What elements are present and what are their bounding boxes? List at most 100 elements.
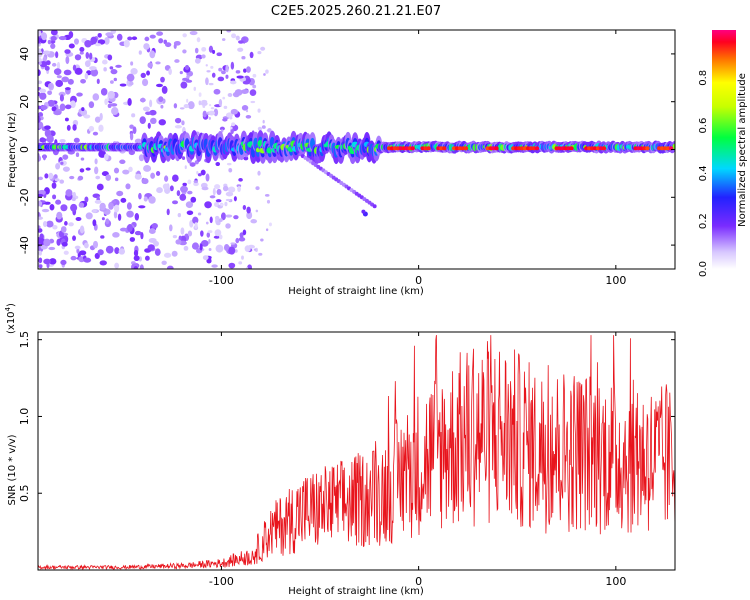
heatmap-cell <box>143 196 148 202</box>
heatmap-cell <box>108 201 114 210</box>
heatmap-cell <box>199 243 203 251</box>
colorbar-tick-label: 0.8 <box>698 70 709 86</box>
heatmap-cell <box>72 235 76 241</box>
heatmap-cell <box>38 112 44 118</box>
heatmap-cell <box>143 165 152 172</box>
heatmap-cell <box>59 179 65 184</box>
heatmap-cell <box>173 103 178 109</box>
heatmap-cell <box>70 100 76 109</box>
heatmap-cell <box>59 94 64 102</box>
heatmap-cell <box>132 126 137 135</box>
heatmap-cell <box>38 264 43 269</box>
heatmap-cell <box>99 260 107 266</box>
heatmap-cell <box>187 230 193 237</box>
heatmap-cell <box>96 78 100 85</box>
snr-series-line <box>38 335 675 570</box>
heatmap-cell <box>97 249 104 256</box>
heatmap-cell <box>38 48 42 52</box>
heatmap-cell <box>104 153 109 161</box>
heatmap-cell <box>242 80 250 85</box>
heatmap-cell <box>233 196 237 202</box>
heatmap-cell <box>134 230 142 236</box>
heatmap-cell <box>85 51 90 59</box>
heatmap-cell <box>205 64 208 67</box>
spectrogram-y-tick-label: -40 <box>18 236 31 254</box>
heatmap-cell <box>79 51 84 55</box>
heatmap-cell <box>171 250 178 257</box>
heatmap-cell <box>240 89 249 94</box>
heatmap-cell <box>110 103 118 107</box>
heatmap-cell <box>266 199 271 204</box>
heatmap-cell <box>77 175 84 181</box>
heatmap-cell <box>249 89 257 96</box>
heatmap-cell <box>114 262 120 269</box>
colorbar: 0.0 0.2 0.4 0.6 0.8 Normalized spectral ampl… <box>698 30 748 277</box>
heatmap-cell <box>168 68 172 75</box>
heatmap-cell <box>41 138 47 142</box>
heatmap-cell <box>209 104 212 107</box>
heatmap-cell <box>247 264 252 269</box>
heatmap-cell <box>202 105 206 108</box>
heatmap-cell <box>123 39 130 48</box>
heatmap-cell <box>95 175 101 180</box>
heatmap-cell <box>222 185 229 192</box>
heatmap-cell <box>126 210 134 218</box>
heatmap-cell <box>193 86 197 91</box>
heatmap-cell <box>226 30 232 33</box>
heatmap-cell <box>241 55 246 60</box>
snr-exponent-close: ) <box>6 303 17 307</box>
heatmap-cell <box>154 248 161 256</box>
heatmap-cell <box>38 250 42 256</box>
heatmap-cell <box>110 69 118 75</box>
heatmap-cell <box>74 67 83 75</box>
heatmap-cell <box>75 152 80 158</box>
heatmap-cell <box>206 232 211 238</box>
heatmap-cell <box>89 66 97 71</box>
heatmap-cell <box>223 105 228 109</box>
heatmap-cell <box>202 110 207 118</box>
heatmap-cell <box>235 70 241 74</box>
heatmap-cell <box>38 61 42 65</box>
heatmap-cell <box>231 33 237 39</box>
heatmap-cell <box>105 218 110 225</box>
heatmap-cell <box>156 187 163 194</box>
heatmap-cell <box>155 61 161 65</box>
heatmap-cell <box>201 54 206 59</box>
heatmap-cell <box>38 216 44 220</box>
heatmap-cell <box>166 208 170 216</box>
heatmap-cell <box>38 121 44 129</box>
heatmap-cell <box>100 235 105 239</box>
heatmap-cell <box>98 150 107 158</box>
heatmap-cell <box>216 52 223 57</box>
heatmap-cell <box>242 229 247 236</box>
snr-x-label: Height of straight line (km) <box>288 586 424 597</box>
heatmap-cell <box>234 89 243 96</box>
heatmap-cell <box>88 125 95 132</box>
heatmap-cell <box>127 98 132 106</box>
heatmap-cell <box>233 215 239 220</box>
heatmap-cell <box>64 87 71 91</box>
heatmap-cell <box>219 126 225 131</box>
heatmap-cell <box>218 218 223 222</box>
heatmap-cell <box>97 32 102 38</box>
heatmap-cell <box>92 131 99 136</box>
heatmap-cell <box>72 124 77 131</box>
heatmap-cell <box>118 248 126 255</box>
heatmap-cell <box>92 240 99 249</box>
snr-y-label: SNR (10 * v/v) <box>7 434 18 505</box>
heatmap-cell <box>569 146 574 151</box>
heatmap-cell <box>208 238 211 244</box>
heatmap-cell <box>68 31 74 39</box>
heatmap-cell <box>208 45 214 53</box>
heatmap-cell <box>169 185 174 192</box>
heatmap-cell <box>49 204 55 211</box>
heatmap-cell <box>237 47 244 52</box>
heatmap-cell <box>252 73 257 78</box>
heatmap-cell <box>111 107 119 116</box>
heatmap-cell <box>148 195 156 204</box>
heatmap-cell <box>155 171 161 176</box>
heatmap-cell <box>143 43 150 50</box>
heatmap-cell <box>208 110 216 116</box>
heatmap-cell <box>225 64 229 73</box>
heatmap-cell <box>220 203 224 206</box>
